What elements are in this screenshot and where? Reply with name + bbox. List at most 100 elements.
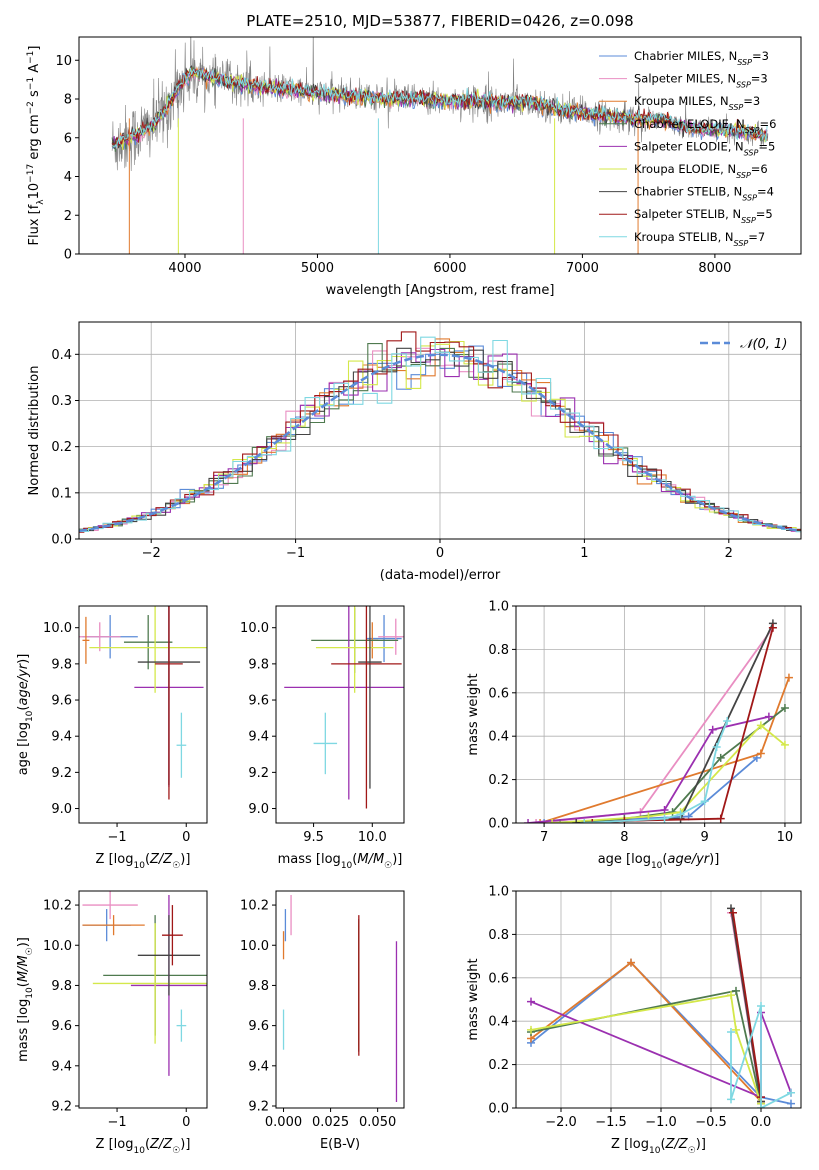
x-tick-label: 0 bbox=[436, 546, 444, 561]
plus-marker bbox=[729, 908, 737, 917]
legend-label: Kroupa MILES, NSSP=3 bbox=[634, 94, 760, 112]
y-tick-label: 9.4 bbox=[51, 730, 72, 745]
y-tick-label: 9.2 bbox=[248, 766, 269, 781]
series-line bbox=[530, 961, 762, 1103]
series-line bbox=[539, 677, 790, 823]
plus-marker bbox=[780, 703, 789, 712]
x-tick-label: −1 bbox=[107, 1115, 126, 1130]
series-line bbox=[584, 720, 728, 823]
y-tick-label: 0.0 bbox=[488, 817, 509, 832]
x-tick-label: 0.025 bbox=[312, 1115, 349, 1130]
mass-weight-series bbox=[556, 703, 789, 823]
errorbar-point bbox=[79, 622, 121, 652]
y-tick-label: 10.0 bbox=[240, 621, 269, 636]
series-line bbox=[530, 994, 762, 1104]
plus-marker bbox=[548, 819, 557, 823]
plus-marker bbox=[536, 819, 545, 823]
y-axis-label: Normed distribution bbox=[27, 366, 42, 496]
x-tick-label: 10.0 bbox=[358, 830, 387, 845]
x-tick-label: 10 bbox=[777, 830, 794, 845]
plus-marker bbox=[527, 1025, 535, 1034]
x-tick-label: 0.0 bbox=[751, 1115, 772, 1130]
y-tick-label: 8 bbox=[64, 93, 72, 108]
errorbar-point bbox=[358, 606, 382, 789]
histogram-step-8 bbox=[79, 336, 801, 533]
legend-label: Chabrier MILES, NSSP=3 bbox=[634, 49, 769, 67]
legend-label: Chabrier ELODIE, NSSP=6 bbox=[634, 117, 776, 135]
errorbar-point bbox=[123, 615, 173, 670]
x-tick-label: 4000 bbox=[168, 261, 201, 276]
x-axis-label: Z [log10(Z/Z☉)] bbox=[96, 1137, 191, 1156]
legend-label: 𝒩(0, 1) bbox=[740, 337, 787, 352]
series-line bbox=[592, 627, 774, 823]
y-tick-label: 9.2 bbox=[51, 766, 72, 781]
y-tick-label: 0.1 bbox=[51, 486, 72, 501]
plus-marker bbox=[727, 991, 735, 1000]
age-z-axes: −1 0 9.0 9.2 9.4 9.6 9.8 10.0 Z [log10(Z/Z☉)] age… bbox=[16, 605, 208, 871]
y-tick-label: 0.2 bbox=[488, 1058, 509, 1073]
figure-title: PLATE=2510, MJD=53877, FIBERID=0426, z=0… bbox=[246, 12, 634, 30]
x-axis-label: mass [log10(M/M☉)] bbox=[278, 852, 403, 871]
series-line bbox=[527, 715, 770, 823]
series-line bbox=[544, 757, 758, 823]
x-tick-label: −0.5 bbox=[695, 1115, 727, 1130]
plus-marker bbox=[580, 819, 589, 823]
x-tick-label: 0 bbox=[182, 830, 190, 845]
series-line bbox=[732, 912, 762, 1098]
x-axis-label: Z [log10(Z/Z☉)] bbox=[611, 1137, 706, 1156]
errorbar-point bbox=[176, 1009, 187, 1042]
mass-weight-series bbox=[580, 717, 732, 823]
errorbar-point bbox=[315, 606, 394, 693]
series-line bbox=[536, 627, 774, 823]
plus-marker bbox=[756, 749, 765, 758]
mass-ebv-axes: 0.000 0.025 0.050 9.2 9.4 9.6 9.8 10.0 10.2 E(B-V… bbox=[240, 890, 405, 1152]
axes-frame bbox=[78, 890, 208, 1109]
axes-frame bbox=[275, 890, 405, 1109]
x-tick-label: 9.5 bbox=[303, 830, 324, 845]
errorbar-point bbox=[82, 915, 145, 936]
y-tick-label: 9.2 bbox=[248, 1099, 269, 1114]
histogram-step-7 bbox=[79, 331, 801, 533]
y-tick-label: 9.8 bbox=[248, 657, 269, 672]
y-tick-label: 9.4 bbox=[51, 1059, 72, 1074]
plus-marker bbox=[723, 717, 732, 726]
errorbar-point bbox=[313, 712, 338, 775]
x-tick-label: −1 bbox=[107, 830, 126, 845]
axes-frame bbox=[515, 605, 802, 824]
plus-marker bbox=[787, 1088, 795, 1097]
mass-weight-series bbox=[527, 986, 765, 1108]
mass-weight-series bbox=[532, 623, 777, 823]
x-tick-label: −1.5 bbox=[595, 1115, 627, 1130]
y-tick-label: 1.0 bbox=[488, 600, 509, 615]
y-tick-label: 0.8 bbox=[488, 928, 509, 943]
x-tick-label: 8000 bbox=[698, 261, 731, 276]
y-tick-label: 1.0 bbox=[488, 885, 509, 900]
x-tick-label: 7000 bbox=[566, 261, 599, 276]
y-tick-label: 0.4 bbox=[488, 730, 509, 745]
plus-marker bbox=[727, 904, 735, 913]
mass-z-axes: −1 0 9.2 9.4 9.6 9.8 10.0 10.2 Z [log10(Z/Z☉)] ma… bbox=[16, 890, 208, 1156]
plus-marker bbox=[780, 740, 789, 749]
y-tick-label: 9.4 bbox=[248, 1059, 269, 1074]
legend-label: Salpeter ELODIE, NSSP=5 bbox=[634, 139, 775, 157]
x-tick-label: −2.0 bbox=[545, 1115, 577, 1130]
plus-marker bbox=[756, 721, 765, 730]
mass-weight-series bbox=[524, 712, 773, 823]
mass-weight-series bbox=[536, 673, 793, 823]
errorbar-point bbox=[82, 616, 90, 664]
plus-marker bbox=[572, 819, 581, 823]
y-tick-label: 9.0 bbox=[248, 802, 269, 817]
x-tick-label: 0 bbox=[182, 1115, 190, 1130]
x-tick-label: 1 bbox=[580, 546, 588, 561]
mass-weight-series bbox=[588, 623, 777, 823]
plus-marker bbox=[764, 712, 773, 721]
errorbar-point bbox=[92, 923, 207, 1044]
normal-curve bbox=[79, 353, 801, 533]
errorbar-point bbox=[378, 618, 404, 655]
y-tick-label: 9.8 bbox=[51, 657, 72, 672]
y-tick-label: 0.0 bbox=[488, 1102, 509, 1117]
y-tick-label: 9.8 bbox=[248, 979, 269, 994]
legend-label: Chabrier STELIB, NSSP=4 bbox=[634, 185, 774, 203]
errorbar-point bbox=[82, 891, 138, 920]
plus-marker bbox=[627, 958, 635, 967]
